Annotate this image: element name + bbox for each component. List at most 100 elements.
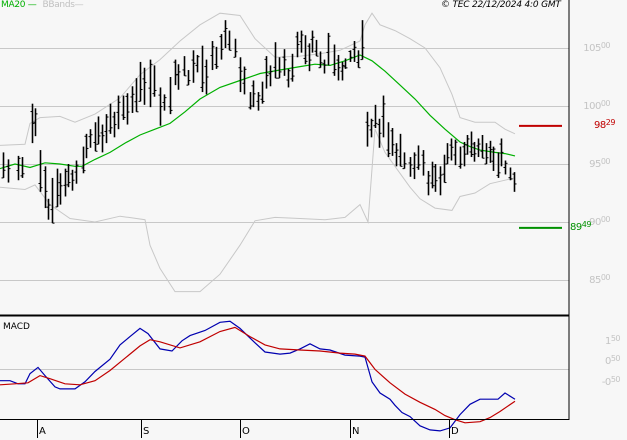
ohlc-bar xyxy=(70,169,75,191)
support-resistance-levels xyxy=(519,124,562,229)
ohlc-bar xyxy=(433,164,438,192)
ohlc-bar xyxy=(96,116,101,145)
ohlc-bar xyxy=(398,133,403,167)
ohlc-bar xyxy=(191,50,196,83)
ohlc-bar xyxy=(394,143,399,167)
price-label: 8500 xyxy=(589,273,610,286)
ohlc-bar xyxy=(445,143,450,165)
ohlc-bar xyxy=(322,59,327,74)
ohlc-bar xyxy=(282,49,287,76)
ohlc-bar xyxy=(340,61,345,81)
ohlc-bar xyxy=(336,54,341,81)
ohlc-bar xyxy=(390,128,395,156)
ohlc-bar xyxy=(480,135,485,159)
ohlc-bar xyxy=(30,103,35,144)
ohlc-bar xyxy=(20,157,25,178)
ohlc-bar xyxy=(421,150,426,176)
ohlc-bar xyxy=(449,138,454,161)
ohlc-bar xyxy=(195,54,200,73)
ohlc-bar xyxy=(458,146,463,169)
ohlc-bar xyxy=(488,140,493,163)
ohlc-bar xyxy=(484,143,489,165)
ohlc-bar xyxy=(303,35,308,65)
ohlc-bar xyxy=(377,118,382,148)
ohlc-bar xyxy=(326,32,331,66)
ohlc-bar xyxy=(273,42,278,79)
ohlc-bar xyxy=(88,129,93,148)
ohlc-bar xyxy=(16,155,21,181)
month-label-s: S xyxy=(143,426,150,437)
ohlc-bar xyxy=(33,108,38,137)
ohlc-bar xyxy=(381,95,386,138)
ohlc-bar xyxy=(251,80,256,108)
price-gridlines xyxy=(0,48,569,370)
ohlc-bar xyxy=(66,164,71,188)
macd-label: 050 xyxy=(604,354,621,367)
ohlc-bar xyxy=(162,94,167,111)
ohlc-bar xyxy=(46,198,51,220)
legend-ma20: MA20 — xyxy=(1,0,37,10)
ohlc-bar xyxy=(314,39,319,57)
legend-bbands: BBands— xyxy=(42,0,84,10)
ohlc-bar xyxy=(108,103,113,134)
ohlc-bar xyxy=(219,34,224,60)
price-label: 10000 xyxy=(583,99,610,112)
ohlc-bar xyxy=(112,111,117,138)
ohlc-bar xyxy=(442,154,447,184)
month-label-o: O xyxy=(242,426,250,437)
ohlc-bar xyxy=(182,56,187,77)
ohlc-bar xyxy=(365,111,370,147)
ohlc-bar xyxy=(286,68,291,88)
ohlc-bar xyxy=(214,46,219,69)
ohlc-bar xyxy=(332,44,337,76)
ohlc-bar xyxy=(295,31,300,58)
ohlc-bar xyxy=(248,92,253,110)
ohlc-bar xyxy=(84,133,89,159)
ohlc-bar xyxy=(116,95,121,130)
ohlc-bar xyxy=(462,141,467,167)
ohlc-bar xyxy=(74,160,79,184)
ohlc-bar xyxy=(369,118,374,138)
ohlc-bar xyxy=(469,131,474,158)
ohlc-bar xyxy=(412,152,417,180)
ohlc-bar xyxy=(176,64,181,90)
ohlc-bar xyxy=(290,53,295,82)
ohlc-bar xyxy=(264,56,269,89)
ohlc-bar xyxy=(6,159,11,183)
ohlc-bar xyxy=(277,57,282,79)
bollinger-bands xyxy=(0,12,516,293)
ohlc-bar xyxy=(260,81,265,104)
ohlc-bar xyxy=(148,59,153,108)
ohlc-bar xyxy=(223,20,228,48)
chart-legend: MA20 — BBands— xyxy=(1,0,84,11)
ohlc-bar xyxy=(386,122,391,158)
copyright-timestamp: © TEC 22/12/2024 4:0 GMT xyxy=(441,0,561,10)
bb-upper-line xyxy=(0,12,516,146)
ohlc-bar xyxy=(508,167,513,181)
ohlc-bar xyxy=(402,152,407,170)
ohlc-bar xyxy=(476,138,481,158)
ohlc-bar xyxy=(50,177,55,224)
ohlc-bar xyxy=(38,150,43,192)
x-axis-ticks xyxy=(37,420,450,438)
ohlc-bar xyxy=(242,66,247,95)
ohlc-bar xyxy=(256,92,261,111)
ohlc-bar xyxy=(238,57,243,93)
ohlc-bar xyxy=(168,77,173,115)
ohlc-bar xyxy=(58,173,63,205)
ohlc-bar xyxy=(121,95,126,120)
ohlc-bar xyxy=(352,41,357,62)
ohlc-bar xyxy=(210,41,215,71)
ohlc-bar xyxy=(299,30,304,53)
month-label-n: N xyxy=(352,426,360,437)
ohlc-bar xyxy=(125,93,130,125)
ohlc-bar xyxy=(1,152,6,179)
ohlc-bar xyxy=(503,160,508,175)
month-label-a: A xyxy=(39,426,46,437)
signal-line xyxy=(0,326,516,424)
support-label: 8949 xyxy=(570,219,591,233)
ohlc-bar xyxy=(268,65,273,87)
macd-title: MACD xyxy=(3,322,30,332)
ohlc-bar xyxy=(55,168,60,208)
macd-label: 150 xyxy=(604,334,621,347)
